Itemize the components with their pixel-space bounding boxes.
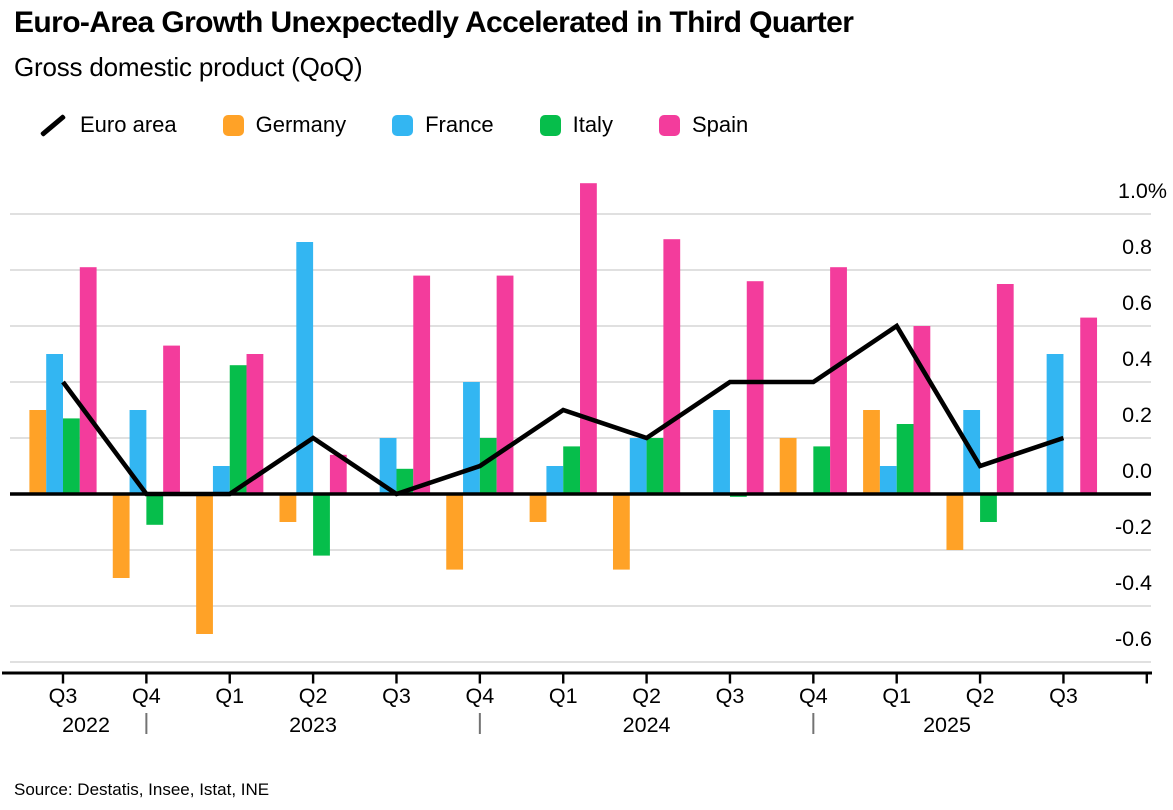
bar-italy-q4-2022: [146, 494, 164, 525]
y-tick-label: 0.0: [1122, 459, 1152, 483]
bar-france-q4-2022: [129, 410, 147, 494]
year-label: 2024: [623, 713, 671, 737]
x-tick-label: Q2: [632, 684, 661, 708]
euro-area-line: [61, 322, 1065, 497]
bar-italy-q3-2022: [63, 418, 80, 494]
legend-item-spain: Spain: [658, 112, 749, 138]
bar-france-q3-2024: [713, 410, 730, 494]
y-tick-label: 0.6: [1122, 291, 1152, 315]
legend-label: France: [425, 112, 494, 137]
y-tick-label: -0.6: [1115, 627, 1152, 651]
x-tick-label: Q1: [215, 684, 244, 708]
chart-legend: Euro area Germany France Italy Spain: [38, 112, 748, 138]
x-tick-label: Q3: [716, 684, 745, 708]
x-tick-label: Q3: [382, 684, 411, 708]
bar-spain-q3-2025: [1080, 317, 1098, 494]
x-tick-label: Q4: [799, 684, 828, 708]
legend-label: Spain: [691, 112, 749, 137]
x-axis: [2, 671, 1152, 684]
bar-france-q1-2023: [212, 466, 230, 494]
bar-france-q4-2023: [463, 382, 480, 494]
year-label: 2025: [923, 713, 971, 737]
bar-spain-q2-2024: [663, 239, 681, 494]
legend-label: Germany: [255, 112, 347, 137]
bar-italy-q1-2024: [563, 446, 581, 494]
bars-france: [46, 242, 1064, 494]
y-tick-label: 0.4: [1122, 347, 1152, 371]
x-tick-label: Q1: [882, 684, 911, 708]
bar-spain-q1-2025: [913, 326, 931, 494]
bar-spain-q4-2022: [163, 345, 180, 494]
x-tick-labels: Q3 Q4 Q1 Q2 Q3 Q4 Q1 Q2 Q3 Q4 Q1 Q2 Q3: [49, 684, 1078, 708]
bar-italy-q2-2024: [646, 438, 664, 494]
bar-germany-q2-2025: [946, 494, 964, 550]
bars-germany: [29, 410, 964, 634]
x-tick-label: Q1: [549, 684, 578, 708]
legend-item-italy: Italy: [539, 112, 613, 138]
bar-italy-q1-2023: [229, 365, 247, 494]
y-tick-label: -0.2: [1115, 515, 1152, 539]
y-tick-label: 1.0%: [1118, 179, 1167, 203]
bar-germany-q4-2024: [779, 438, 797, 494]
legend-label: Euro area: [80, 112, 177, 137]
bar-spain-q4-2023: [496, 275, 514, 494]
y-tick-label: -0.4: [1115, 571, 1152, 595]
bar-france-q3-2023: [379, 438, 397, 494]
x-tick-label: Q2: [299, 684, 328, 708]
year-label: 2023: [289, 713, 337, 737]
bar-germany-q4-2023: [446, 494, 464, 570]
chart-subtitle: Gross domestic product (QoQ): [14, 52, 363, 82]
bar-italy-q1-2025: [896, 424, 914, 494]
year-labels: 2022 2023 2024 2025: [62, 713, 971, 737]
page-title: Euro-Area Growth Unexpectedly Accelerate…: [14, 6, 854, 39]
bar-italy-q2-2023: [313, 494, 330, 556]
y-axis-labels: 1.0% 0.8 0.6 0.4 0.2 0.0 -0.2 -0.4 -0.6: [1115, 179, 1167, 651]
y-tick-label: 0.8: [1122, 235, 1152, 259]
bar-spain-q1-2023: [246, 354, 264, 494]
source-note: Source: Destatis, Insee, Istat, INE: [14, 780, 270, 799]
legend-item-germany: Germany: [222, 112, 347, 138]
bar-france-q1-2024: [546, 466, 564, 494]
germany-swatch-icon: [222, 114, 244, 136]
bar-france-q2-2024: [629, 438, 647, 494]
bar-germany-q1-2023: [196, 494, 213, 634]
bar-italy-q4-2024: [813, 446, 831, 494]
legend-label: Italy: [572, 112, 613, 137]
bar-germany-q3-2022: [29, 410, 47, 494]
bar-spain-q2-2025: [996, 284, 1014, 494]
bar-spain-q4-2024: [830, 267, 847, 494]
bar-spain-q1-2024: [580, 183, 597, 494]
legend-item-france: France: [392, 112, 494, 138]
year-label: 2022: [62, 713, 110, 737]
bar-italy-q4-2023: [479, 438, 497, 494]
bar-france-q1-2025: [879, 466, 897, 494]
x-tick-label: Q4: [132, 684, 161, 708]
bar-france-q3-2025: [1046, 354, 1064, 494]
italy-swatch-icon: [539, 114, 561, 136]
x-tick-label: Q3: [49, 684, 78, 708]
legend-item-euro-area: Euro area: [38, 112, 177, 138]
bar-germany-q2-2024: [612, 494, 630, 570]
bar-germany-q1-2024: [529, 494, 547, 522]
bar-spain-q3-2023: [413, 275, 431, 494]
bars-italy: [63, 365, 997, 556]
bar-germany-q1-2025: [863, 410, 880, 494]
bar-france-q2-2023: [296, 242, 314, 494]
france-swatch-icon: [392, 114, 414, 136]
bar-spain-q2-2023: [329, 454, 347, 494]
bar-spain-q3-2024: [746, 281, 764, 494]
x-tick-label: Q4: [466, 684, 495, 708]
x-tick-label: Q2: [966, 684, 995, 708]
y-tick-label: 0.2: [1122, 403, 1152, 427]
x-tick-label: Q3: [1049, 684, 1078, 708]
bar-spain-q3-2022: [79, 267, 97, 494]
bar-italy-q2-2025: [980, 494, 997, 522]
bars-spain: [79, 183, 1098, 494]
bar-france-q3-2022: [46, 354, 63, 494]
bar-germany-q2-2023: [279, 494, 297, 522]
bar-germany-q4-2022: [112, 494, 130, 578]
spain-swatch-icon: [658, 114, 680, 136]
